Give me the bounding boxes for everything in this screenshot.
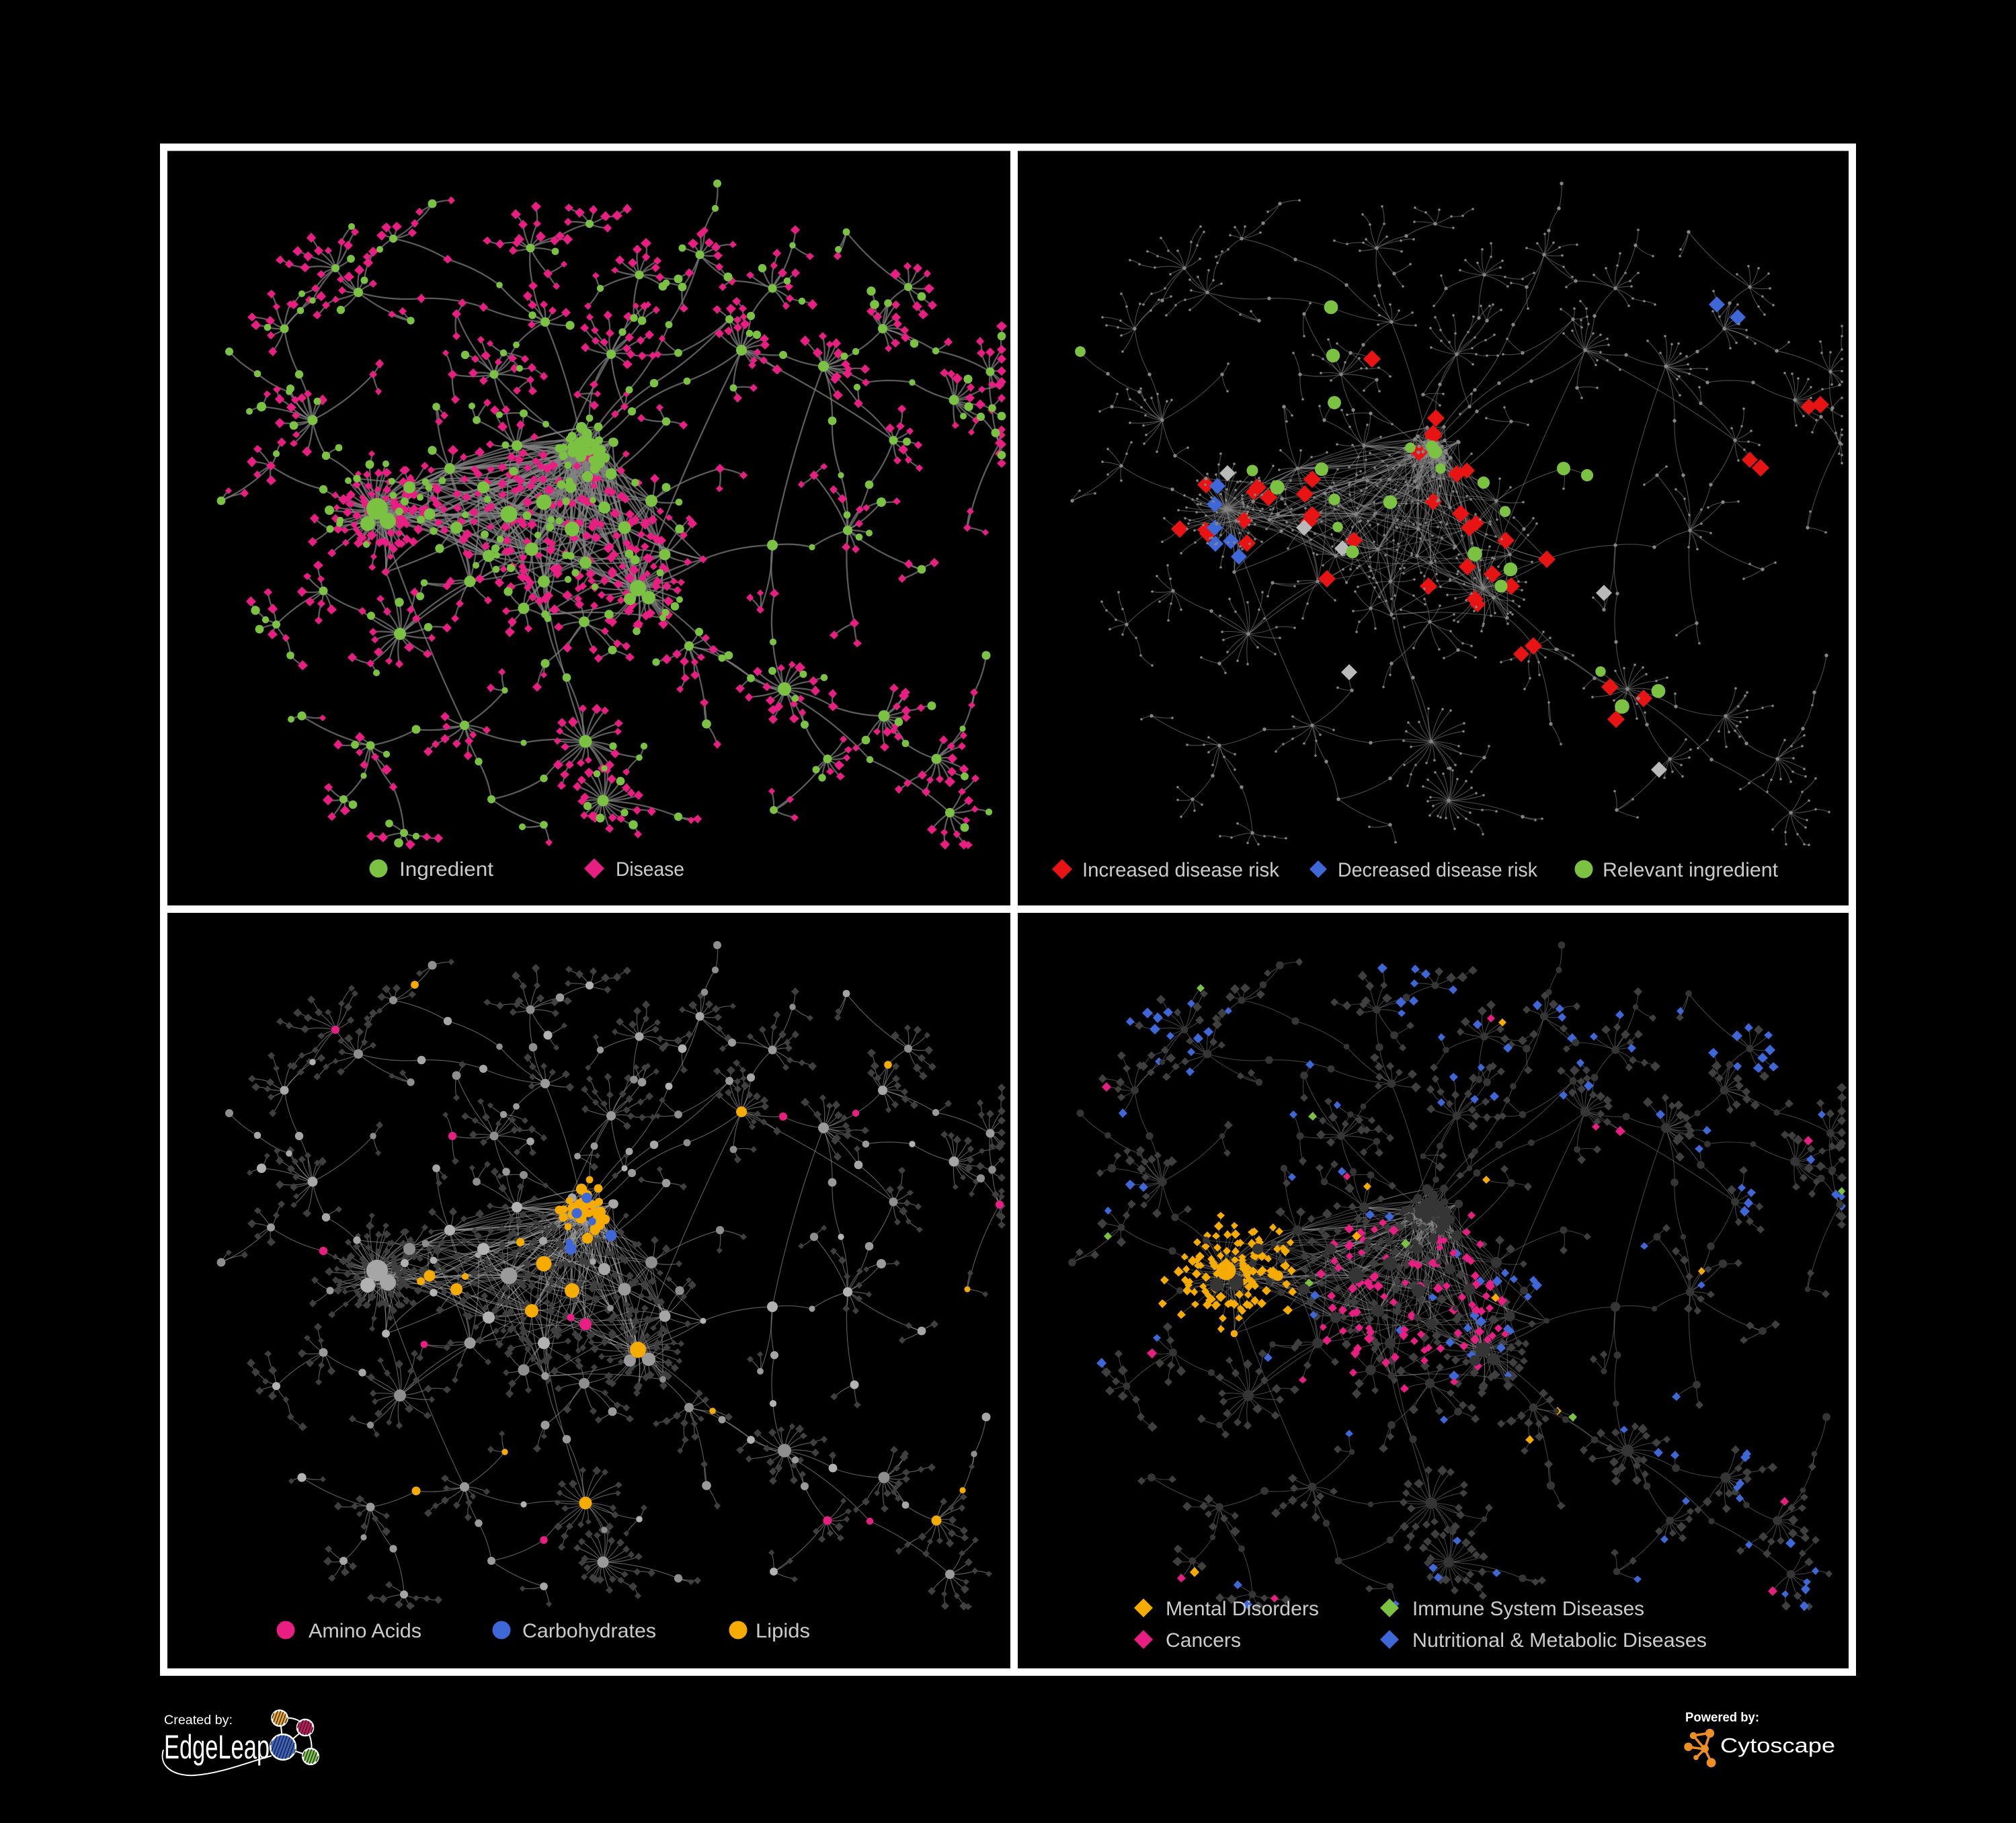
svg-text:Cytoscape: Cytoscape [1720, 1734, 1835, 1757]
svg-text:Immune System Diseases: Immune System Diseases [1412, 1598, 1644, 1620]
svg-text:Nutritional & Metabolic Diseas: Nutritional & Metabolic Diseases [1412, 1629, 1707, 1652]
svg-text:Disease: Disease [616, 858, 684, 881]
svg-text:Increased disease risk: Increased disease risk [1082, 859, 1280, 881]
svg-text:Mental Disorders: Mental Disorders [1166, 1598, 1319, 1620]
svg-text:Decreased disease risk: Decreased disease risk [1338, 859, 1538, 881]
svg-text:Relevant ingredient: Relevant ingredient [1603, 859, 1779, 881]
svg-text:Powered by:: Powered by: [1685, 1711, 1759, 1725]
svg-text:Created by:: Created by: [164, 1713, 233, 1728]
svg-text:EdgeLeap: EdgeLeap [164, 1728, 270, 1766]
svg-text:Amino Acids: Amino Acids [309, 1620, 421, 1642]
svg-text:Carbohydrates: Carbohydrates [522, 1620, 656, 1642]
svg-text:Ingredient: Ingredient [399, 858, 494, 881]
svg-text:Cancers: Cancers [1166, 1629, 1241, 1652]
svg-text:Lipids: Lipids [756, 1620, 810, 1642]
